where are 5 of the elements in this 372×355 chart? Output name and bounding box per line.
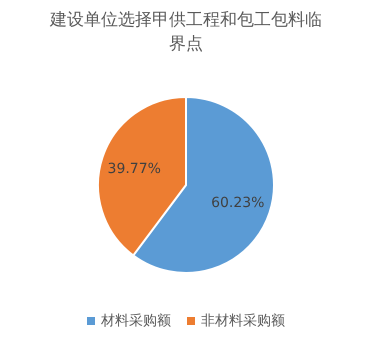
chart-title: 建设单位选择甲供工程和包工包料临界点: [48, 9, 323, 56]
legend-label: 非材料采购额: [201, 313, 285, 329]
data-label: 39.77%: [108, 160, 161, 177]
legend-label: 材料采购额: [101, 313, 171, 329]
data-label: 60.23%: [211, 195, 264, 212]
